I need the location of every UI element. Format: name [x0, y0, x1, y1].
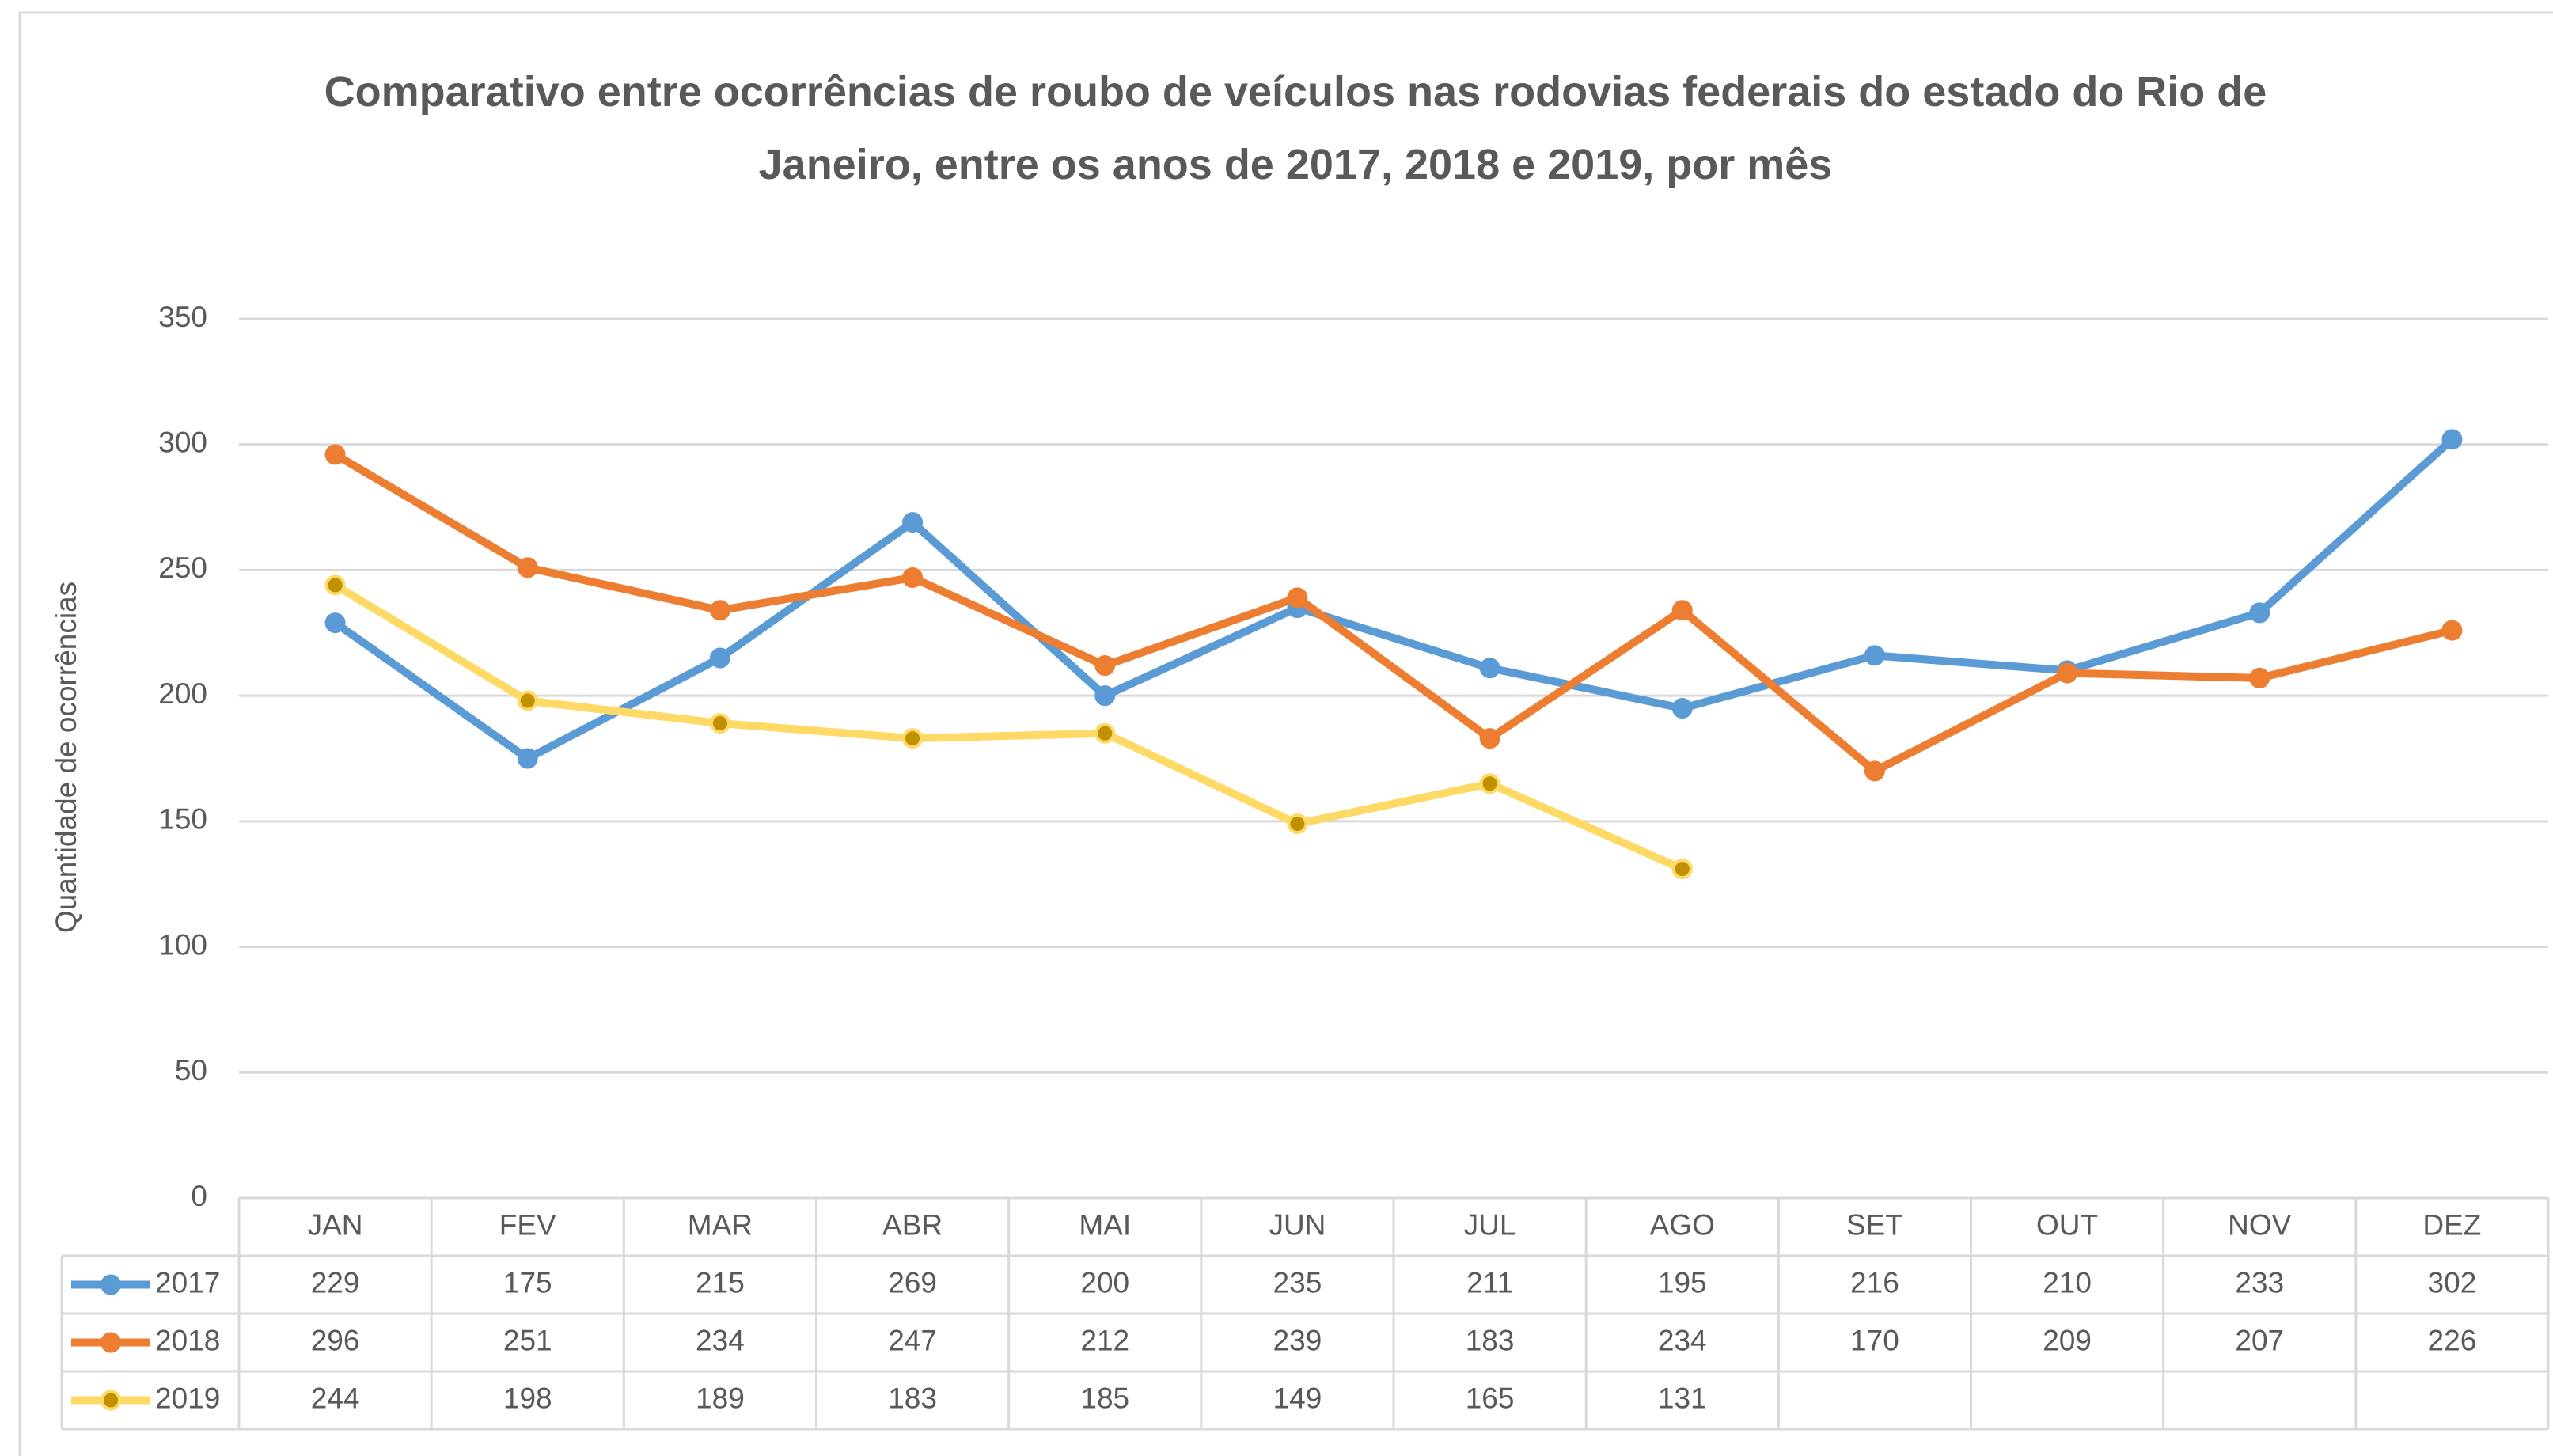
- data-point: [709, 647, 730, 669]
- table-value: 234: [1658, 1324, 1707, 1356]
- table-value: 170: [1850, 1324, 1899, 1356]
- x-tick-label: SET: [1846, 1208, 1903, 1241]
- table-value: 226: [2428, 1324, 2477, 1356]
- y-tick-label: 0: [191, 1180, 207, 1212]
- chart-title: Comparativo entre ocorrências de roubo d…: [324, 68, 2267, 188]
- table-value: 185: [1080, 1382, 1129, 1414]
- table-value: 239: [1273, 1324, 1322, 1356]
- x-tick-label: JUN: [1269, 1208, 1326, 1241]
- table-value: 183: [1466, 1324, 1515, 1356]
- data-point: [1671, 600, 1693, 621]
- x-tick-label: FEV: [499, 1208, 556, 1241]
- table-value: 212: [1080, 1324, 1129, 1356]
- x-tick-label: MAI: [1079, 1208, 1131, 1241]
- x-tick-label: DEZ: [2422, 1208, 2481, 1241]
- data-point: [2441, 429, 2463, 450]
- data-point: [709, 600, 730, 621]
- table-value: 207: [2235, 1324, 2284, 1356]
- table-value: 296: [311, 1324, 360, 1356]
- data-point: [517, 557, 538, 578]
- data-point: [2441, 620, 2463, 641]
- table-value: 235: [1273, 1266, 1322, 1299]
- table-value: 209: [2043, 1324, 2092, 1356]
- table-value: 195: [1658, 1266, 1707, 1299]
- data-point: [1287, 813, 1308, 835]
- data-point: [2249, 602, 2270, 624]
- table-value: 198: [503, 1382, 552, 1414]
- y-tick-label: 250: [158, 552, 207, 584]
- data-point: [1671, 859, 1693, 880]
- legend-marker: [101, 1274, 121, 1295]
- table-value: 302: [2428, 1266, 2477, 1299]
- y-tick-label: 150: [158, 803, 207, 836]
- data-point: [2249, 667, 2270, 688]
- data-point: [1864, 760, 1885, 782]
- x-tick-label: JUL: [1464, 1208, 1516, 1241]
- legend-marker: [101, 1332, 121, 1353]
- table-value: 229: [311, 1266, 360, 1299]
- data-point: [517, 748, 538, 769]
- table-value: 131: [1658, 1382, 1707, 1414]
- table-value: 189: [696, 1382, 745, 1414]
- data-point: [2057, 662, 2078, 684]
- x-tick-label: ABR: [882, 1208, 943, 1241]
- table-value: 200: [1080, 1266, 1129, 1299]
- y-tick-label: 350: [158, 301, 207, 333]
- table-value: 244: [311, 1382, 360, 1414]
- data-point: [709, 713, 730, 734]
- x-tick-label: MAR: [688, 1208, 753, 1241]
- data-point: [324, 444, 346, 465]
- legend-label: 2019: [155, 1382, 220, 1414]
- y-tick-label: 100: [158, 928, 207, 961]
- table-value: 233: [2235, 1266, 2284, 1299]
- series-line: [332, 436, 2455, 763]
- data-point: [1094, 722, 1116, 744]
- table-value: 215: [696, 1266, 745, 1299]
- y-tick-label: 300: [158, 426, 207, 458]
- y-tick-label: 200: [158, 677, 207, 710]
- data-point: [1479, 658, 1500, 679]
- data-point: [1479, 728, 1500, 749]
- table-value: 269: [888, 1266, 937, 1299]
- table-value: 210: [2043, 1266, 2092, 1299]
- legend-marker: [101, 1390, 121, 1411]
- data-point: [1479, 773, 1500, 794]
- y-axis-label: Quantidade de ocorrências: [50, 582, 82, 933]
- data-point: [324, 612, 346, 634]
- data-point: [902, 512, 924, 533]
- table-value: 175: [503, 1266, 552, 1299]
- series-line: [333, 582, 1684, 873]
- table-value: 165: [1466, 1382, 1515, 1414]
- x-tick-label: OUT: [2036, 1208, 2098, 1241]
- data-point: [1094, 655, 1116, 677]
- data-point: [517, 690, 538, 711]
- y-tick-label: 50: [175, 1054, 207, 1086]
- table-value: 251: [503, 1324, 552, 1356]
- legend-label: 2018: [155, 1324, 220, 1356]
- data-point: [1671, 698, 1693, 719]
- data-point: [902, 567, 924, 588]
- series-line: [333, 451, 2453, 775]
- table-value: 149: [1273, 1382, 1322, 1414]
- chart-border: [18, 11, 2553, 1456]
- x-tick-label: JAN: [308, 1208, 363, 1241]
- data-point: [902, 728, 924, 749]
- x-tick-label: NOV: [2228, 1208, 2292, 1241]
- data-point: [1094, 685, 1116, 707]
- legend-label: 2017: [155, 1266, 220, 1299]
- table-value: 216: [1850, 1266, 1899, 1299]
- table-value: 211: [1466, 1266, 1513, 1299]
- table-value: 183: [888, 1382, 937, 1414]
- data-point: [1287, 587, 1308, 609]
- table-value: 247: [888, 1324, 937, 1356]
- x-tick-label: AGO: [1650, 1208, 1715, 1241]
- data-point: [1864, 645, 1885, 666]
- data-point: [324, 574, 346, 596]
- table-value: 234: [696, 1324, 745, 1356]
